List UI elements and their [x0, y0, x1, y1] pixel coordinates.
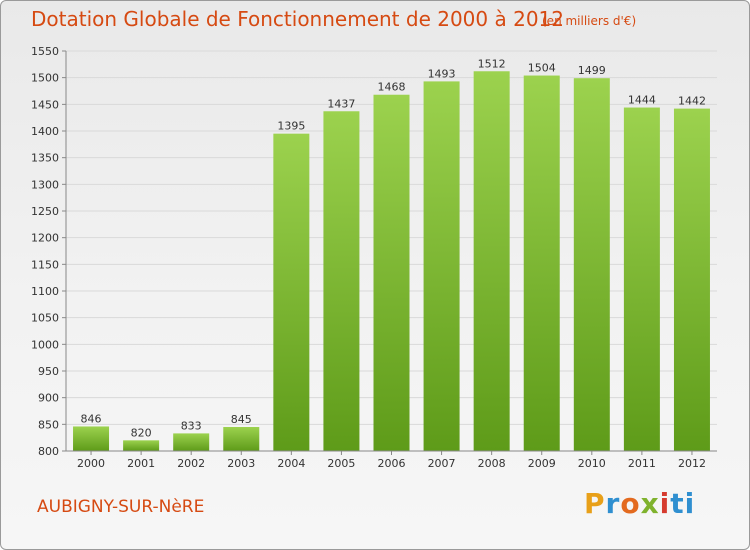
bar-2003	[223, 427, 260, 451]
y-tick-label: 1250	[31, 205, 59, 218]
bar-2011	[623, 107, 660, 452]
data-label-2002: 833	[181, 419, 202, 432]
bar-2009	[523, 75, 560, 452]
logo-letter: P	[584, 487, 606, 520]
axes	[62, 50, 717, 455]
data-label-2012: 1442	[678, 95, 706, 108]
bar-2007	[423, 81, 460, 452]
data-label-2000: 846	[81, 412, 102, 425]
y-tick-label: 1450	[31, 98, 59, 111]
bar-2010	[573, 78, 610, 451]
bar-2012	[673, 108, 710, 451]
x-tick-label-2006: 2006	[378, 457, 406, 470]
y-tick-label: 1300	[31, 178, 59, 191]
data-label-2008: 1512	[478, 57, 506, 70]
y-tick-label: 1050	[31, 312, 59, 325]
chart-unit: (en milliers d'€)	[542, 14, 637, 28]
data-label-2003: 845	[231, 413, 252, 426]
labels: 800 850 900 950 1000 1050 1100 1150 1200 1250 1300…	[31, 45, 706, 470]
y-tick-label: 1150	[31, 258, 59, 271]
bar-2006	[373, 94, 410, 451]
x-tick-label-2010: 2010	[578, 457, 606, 470]
data-label-2007: 1493	[428, 67, 456, 80]
y-tick-label: 1000	[31, 338, 59, 351]
x-tick-label-2000: 2000	[77, 457, 105, 470]
data-label-2005: 1437	[327, 97, 355, 110]
data-label-2004: 1395	[277, 120, 305, 133]
bar-2002	[173, 433, 210, 451]
y-tick-label: 1200	[31, 232, 59, 245]
y-tick-label: 900	[38, 392, 59, 405]
proxiti-logo: Proxiti	[584, 487, 695, 520]
x-tick-label-2012: 2012	[678, 457, 706, 470]
x-tick-label-2001: 2001	[127, 457, 155, 470]
x-tick-label-2011: 2011	[628, 457, 656, 470]
logo-letter: i	[659, 487, 671, 520]
data-label-2009: 1504	[528, 62, 556, 75]
commune-name: AUBIGNY-SUR-NèRE	[37, 497, 205, 517]
y-tick-label: 850	[38, 418, 59, 431]
logo-letter: ti	[670, 487, 696, 520]
logo-letter: x	[640, 487, 660, 520]
y-tick-label: 1500	[31, 72, 59, 85]
bars	[73, 71, 710, 452]
chart-title: Dotation Globale de Fonctionnement de 20…	[31, 7, 564, 31]
data-label-2006: 1468	[378, 81, 406, 94]
x-tick-label-2003: 2003	[227, 457, 255, 470]
x-tick-label-2004: 2004	[277, 457, 305, 470]
y-tick-label: 1350	[31, 152, 59, 165]
bar-2004	[273, 133, 310, 451]
bar-2000	[73, 426, 110, 451]
x-tick-label-2007: 2007	[428, 457, 456, 470]
data-label-2011: 1444	[628, 94, 656, 107]
y-tick-label: 800	[38, 445, 59, 458]
x-tick-label-2009: 2009	[528, 457, 556, 470]
data-label-2010: 1499	[578, 64, 606, 77]
x-tick-label-2008: 2008	[478, 457, 506, 470]
data-label-2001: 820	[131, 426, 152, 439]
x-tick-label-2005: 2005	[327, 457, 355, 470]
y-tick-label: 1400	[31, 125, 59, 138]
bar-2005	[323, 111, 360, 452]
y-tick-label: 1550	[31, 45, 59, 58]
x-tick-label-2002: 2002	[177, 457, 205, 470]
logo-letter: o	[620, 487, 641, 520]
bar-2001	[123, 440, 160, 451]
bar-2008	[473, 71, 510, 452]
y-tick-label: 1100	[31, 285, 59, 298]
logo-letter: r	[605, 487, 621, 520]
y-tick-label: 950	[38, 365, 59, 378]
